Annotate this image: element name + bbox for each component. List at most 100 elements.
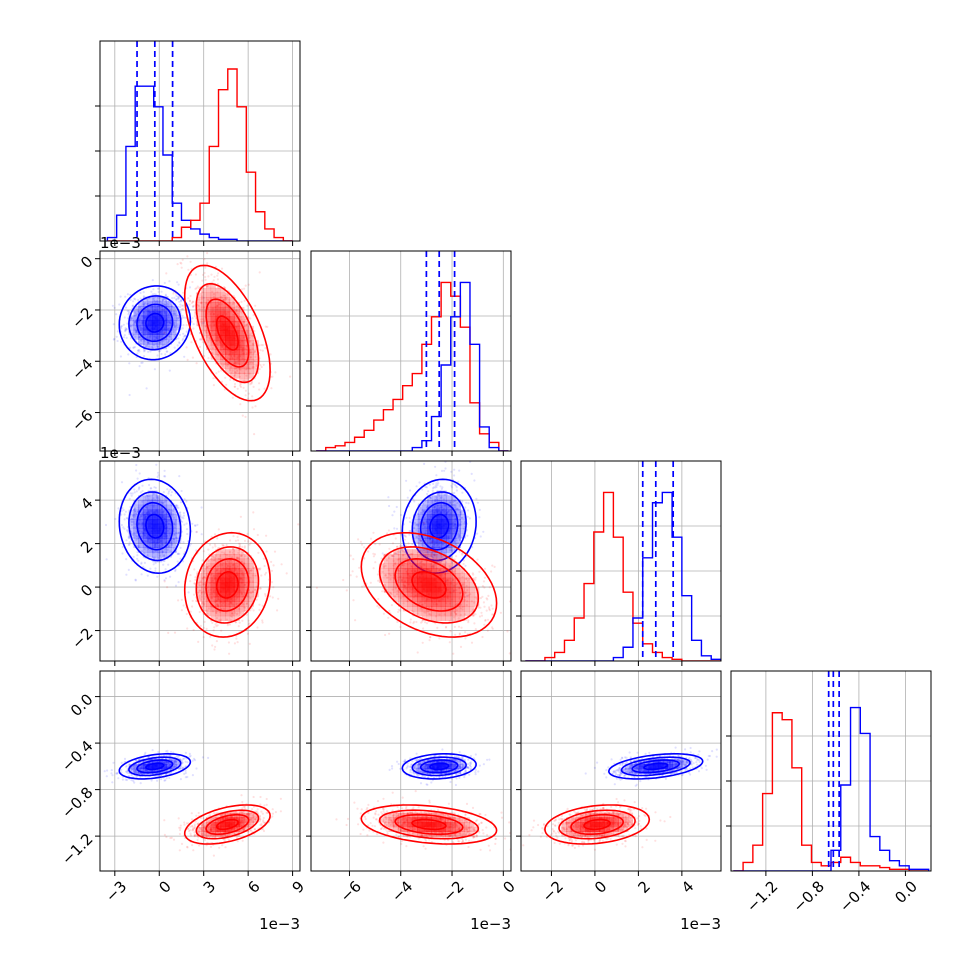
scatter-point-1 — [464, 591, 467, 594]
scatter-point-1 — [205, 301, 208, 304]
scatter-point-1 — [453, 625, 456, 629]
scatter-point-0 — [395, 527, 399, 530]
scatter-point-1 — [234, 621, 237, 624]
scatter-point-0 — [168, 305, 171, 308]
density-cell-0 — [162, 301, 168, 307]
density-cell-1 — [201, 287, 207, 293]
scatter-point-1 — [261, 621, 264, 624]
density-cell-1 — [440, 573, 446, 579]
scatter-point-0 — [177, 581, 180, 584]
scatter-point-0 — [161, 299, 164, 302]
scatter-point-1 — [243, 539, 247, 543]
density-cell-1 — [421, 611, 427, 617]
scatter-point-1 — [240, 300, 243, 303]
scatter-point-0 — [447, 505, 450, 508]
scatter-point-0 — [134, 510, 137, 513]
scatter-point-1 — [410, 609, 414, 613]
scatter-point-1 — [228, 302, 231, 305]
density-cell-0 — [142, 339, 148, 345]
scatter-point-0 — [459, 530, 462, 533]
scatter-point-1 — [363, 557, 366, 560]
scatter-point-0 — [424, 539, 427, 543]
scatter-point-1 — [474, 576, 477, 579]
density-cell-0 — [455, 519, 461, 525]
scatter-point-1 — [258, 568, 261, 571]
histogram-1-1 — [316, 281, 509, 451]
scatter-point-0 — [126, 322, 129, 325]
scatter-point-0 — [181, 327, 184, 330]
scatter-point-1 — [241, 414, 244, 417]
density-cell-0 — [162, 552, 168, 558]
scatter-point-1 — [202, 603, 206, 607]
scatter-point-1 — [396, 593, 399, 596]
density-cell-0 — [455, 504, 461, 510]
scatter-point-1 — [254, 355, 257, 358]
density-cell-0 — [427, 495, 433, 501]
density-cell-1 — [417, 563, 423, 569]
scatter-point-1 — [276, 609, 279, 612]
scatter-point-0 — [143, 561, 146, 565]
density-cell-1 — [234, 554, 240, 560]
scatter-point-1 — [388, 609, 391, 613]
density-cell-0 — [460, 523, 466, 529]
scatter-point-1 — [240, 560, 243, 563]
density-cell-1 — [469, 606, 475, 612]
scatter-point-1 — [182, 604, 185, 607]
scatter-point-1 — [198, 298, 201, 301]
scatter-point-1 — [248, 642, 251, 646]
scatter-point-1 — [225, 553, 228, 556]
scatter-point-1 — [186, 255, 189, 258]
scatter-point-0 — [451, 561, 454, 564]
scatter-point-0 — [134, 329, 137, 332]
scatter-point-1 — [249, 356, 253, 359]
scatter-point-1 — [247, 397, 250, 400]
panel-frame-2-1 — [310, 460, 512, 662]
density-cell-1 — [244, 563, 250, 569]
density-cell-1 — [455, 582, 461, 588]
density-cell-1 — [234, 549, 240, 555]
scatter-point-0 — [130, 317, 134, 320]
scatter-point-1 — [200, 297, 203, 300]
scatter-point-1 — [253, 359, 256, 363]
scatter-point-1 — [185, 324, 188, 327]
density-cell-0 — [142, 538, 148, 544]
density-cell-1 — [464, 606, 470, 612]
density-cell-1 — [248, 582, 254, 588]
scatter-point-1 — [237, 539, 240, 542]
scatter-point-0 — [435, 485, 438, 489]
scatter-point-0 — [438, 494, 441, 497]
scatter-point-0 — [188, 286, 192, 289]
density-cell-1 — [215, 345, 221, 351]
scatter-point-0 — [426, 492, 429, 496]
scatter-point-1 — [245, 602, 249, 605]
scatter-point-0 — [466, 594, 469, 598]
scatter-point-1 — [231, 612, 234, 615]
scatter-point-0 — [400, 548, 403, 551]
scatter-point-0 — [438, 499, 441, 502]
density-cell-1 — [225, 330, 231, 336]
scatter-point-0 — [200, 506, 203, 509]
density-cell-0 — [436, 552, 442, 558]
density-cell-0 — [166, 542, 172, 548]
scatter-point-1 — [258, 271, 261, 274]
scatter-point-1 — [250, 382, 253, 385]
scatter-point-1 — [252, 344, 255, 347]
scatter-point-1 — [254, 589, 257, 592]
scatter-point-0 — [136, 554, 139, 557]
scatter-point-1 — [253, 588, 256, 591]
density-cell-1 — [398, 573, 404, 579]
density-cell-0 — [432, 542, 438, 548]
density-cell-1 — [436, 596, 442, 602]
scatter-point-0 — [415, 535, 418, 538]
scatter-point-1 — [194, 287, 197, 290]
scatter-point-1 — [466, 600, 469, 603]
density-cell-1 — [215, 592, 221, 598]
density-cell-0 — [133, 519, 139, 525]
scatter-point-1 — [263, 564, 266, 568]
density-cell-1 — [417, 573, 423, 579]
density-cell-0 — [171, 523, 177, 529]
scatter-point-1 — [490, 570, 493, 573]
scatter-point-1 — [185, 303, 188, 306]
density-cell-1 — [426, 596, 432, 602]
scatter-point-1 — [360, 543, 364, 546]
